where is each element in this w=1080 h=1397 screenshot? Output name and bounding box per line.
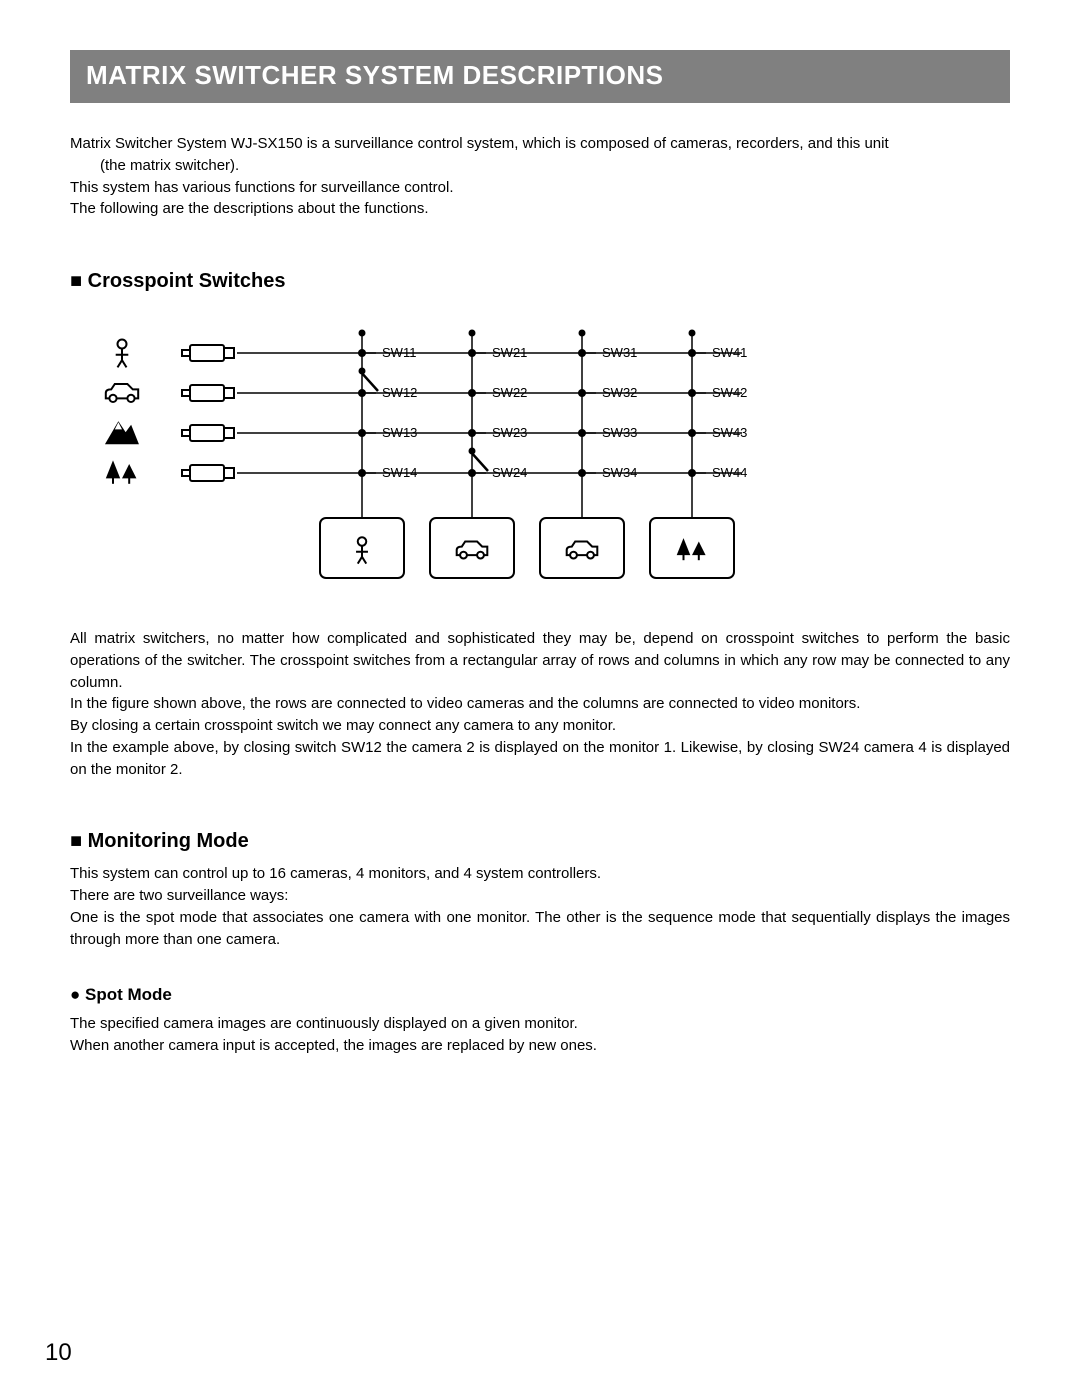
crosspoint-heading: ■ Crosspoint Switches <box>70 270 1010 293</box>
svg-text:SW12: SW12 <box>382 385 417 400</box>
intro-line-1: Matrix Switcher System WJ-SX150 is a sur… <box>70 135 889 152</box>
intro-line-2: (the matrix switcher). <box>70 155 1010 177</box>
svg-text:SW32: SW32 <box>602 385 637 400</box>
svg-text:SW22: SW22 <box>492 385 527 400</box>
crosspoint-diagram: SW11 SW21 SW31 SW41 SW12 SW22 SW32 SW42 SW13 SW23… <box>72 303 772 608</box>
crosspoint-paragraph: All matrix switchers, no matter how comp… <box>70 628 1010 780</box>
svg-text:SW42: SW42 <box>712 385 747 400</box>
intro-line-4: The following are the descriptions about… <box>70 198 1010 220</box>
svg-text:SW11: SW11 <box>382 345 416 360</box>
crosspoint-svg: SW11 SW21 SW31 SW41 SW12 SW22 SW32 SW42 SW13 SW23… <box>72 303 772 603</box>
monitoring-paragraph: This system can control up to 16 cameras… <box>70 863 1010 950</box>
svg-text:SW44: SW44 <box>712 465 747 480</box>
svg-text:SW31: SW31 <box>602 345 637 360</box>
intro-line-3: This system has various functions for su… <box>70 177 1010 199</box>
page-title: MATRIX SWITCHER SYSTEM DESCRIPTIONS <box>70 50 1010 103</box>
svg-text:SW23: SW23 <box>492 425 527 440</box>
svg-text:SW13: SW13 <box>382 425 417 440</box>
document-page: MATRIX SWITCHER SYSTEM DESCRIPTIONS Matr… <box>0 0 1080 1397</box>
svg-text:SW41: SW41 <box>712 345 747 360</box>
page-number: 10 <box>45 1339 72 1367</box>
monitoring-heading: ■ Monitoring Mode <box>70 830 1010 853</box>
svg-text:SW43: SW43 <box>712 425 747 440</box>
svg-text:SW24: SW24 <box>492 465 527 480</box>
svg-text:SW34: SW34 <box>602 465 637 480</box>
svg-text:SW33: SW33 <box>602 425 637 440</box>
spot-heading: ● Spot Mode <box>70 985 1010 1005</box>
intro-block: Matrix Switcher System WJ-SX150 is a sur… <box>70 133 1010 220</box>
svg-text:SW21: SW21 <box>492 345 527 360</box>
spot-paragraph: The specified camera images are continuo… <box>70 1013 1010 1057</box>
svg-text:SW14: SW14 <box>382 465 417 480</box>
